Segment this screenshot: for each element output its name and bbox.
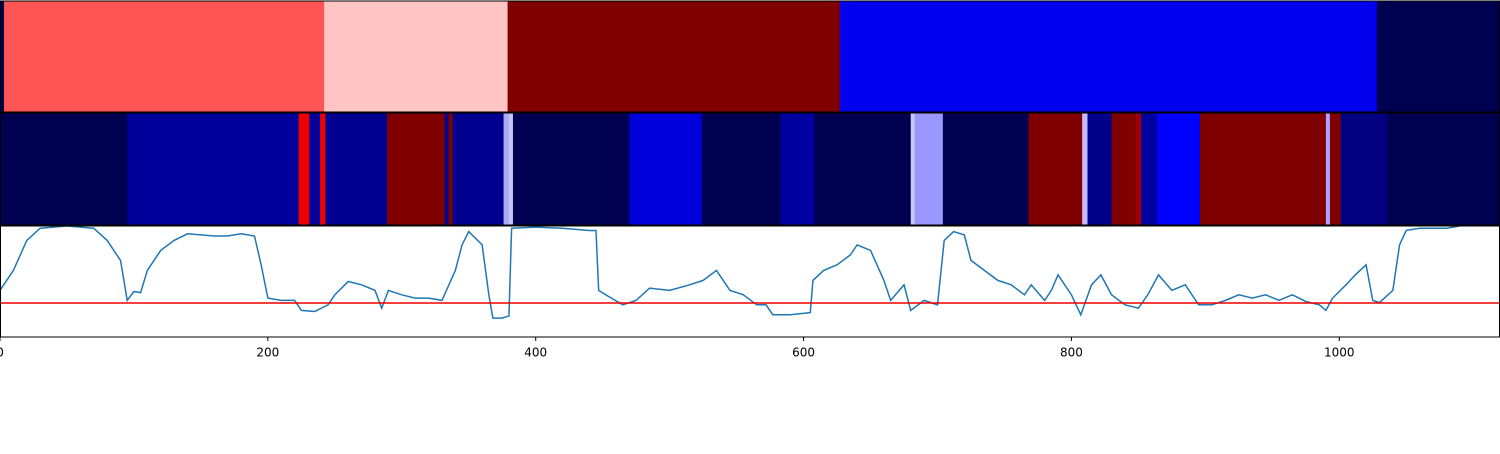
segment — [299, 113, 310, 225]
segment — [702, 113, 782, 225]
x-tick-label: 600 — [792, 346, 815, 360]
segment — [1029, 113, 1083, 225]
segment — [387, 113, 445, 225]
x-tick-label: 400 — [524, 346, 547, 360]
segment — [513, 113, 630, 225]
x-tick-label: 0 — [0, 346, 4, 360]
segment — [1112, 113, 1137, 225]
segment — [445, 113, 450, 225]
segment — [509, 113, 514, 225]
segment — [127, 113, 299, 225]
segment — [4, 1, 325, 112]
segment — [325, 113, 387, 225]
segment — [508, 1, 841, 112]
segment — [911, 113, 916, 225]
segment — [840, 1, 1378, 112]
segment — [1157, 113, 1200, 225]
segment — [1330, 113, 1341, 225]
segment — [453, 113, 504, 225]
segment — [0, 113, 128, 225]
segment — [504, 113, 510, 225]
segment — [1082, 113, 1088, 225]
segment — [309, 113, 320, 225]
x-tick-label: 800 — [1060, 346, 1083, 360]
segment — [1326, 113, 1331, 225]
segment — [943, 113, 1029, 225]
x-tick-label: 1000 — [1324, 346, 1355, 360]
line — [0, 226, 1460, 318]
segment — [1088, 113, 1113, 225]
segment — [1136, 113, 1142, 225]
segment — [320, 113, 326, 225]
x-tick-label: 200 — [256, 346, 279, 360]
segment — [629, 113, 702, 225]
panel-frame — [1, 226, 1500, 337]
segment — [781, 113, 815, 225]
segment — [324, 1, 508, 112]
segment — [1377, 1, 1500, 112]
segment — [1388, 113, 1500, 225]
segment — [915, 113, 944, 225]
segment — [814, 113, 911, 225]
segment — [1200, 113, 1326, 225]
segment — [1341, 113, 1388, 225]
segment — [449, 113, 454, 225]
segment — [1141, 113, 1158, 225]
